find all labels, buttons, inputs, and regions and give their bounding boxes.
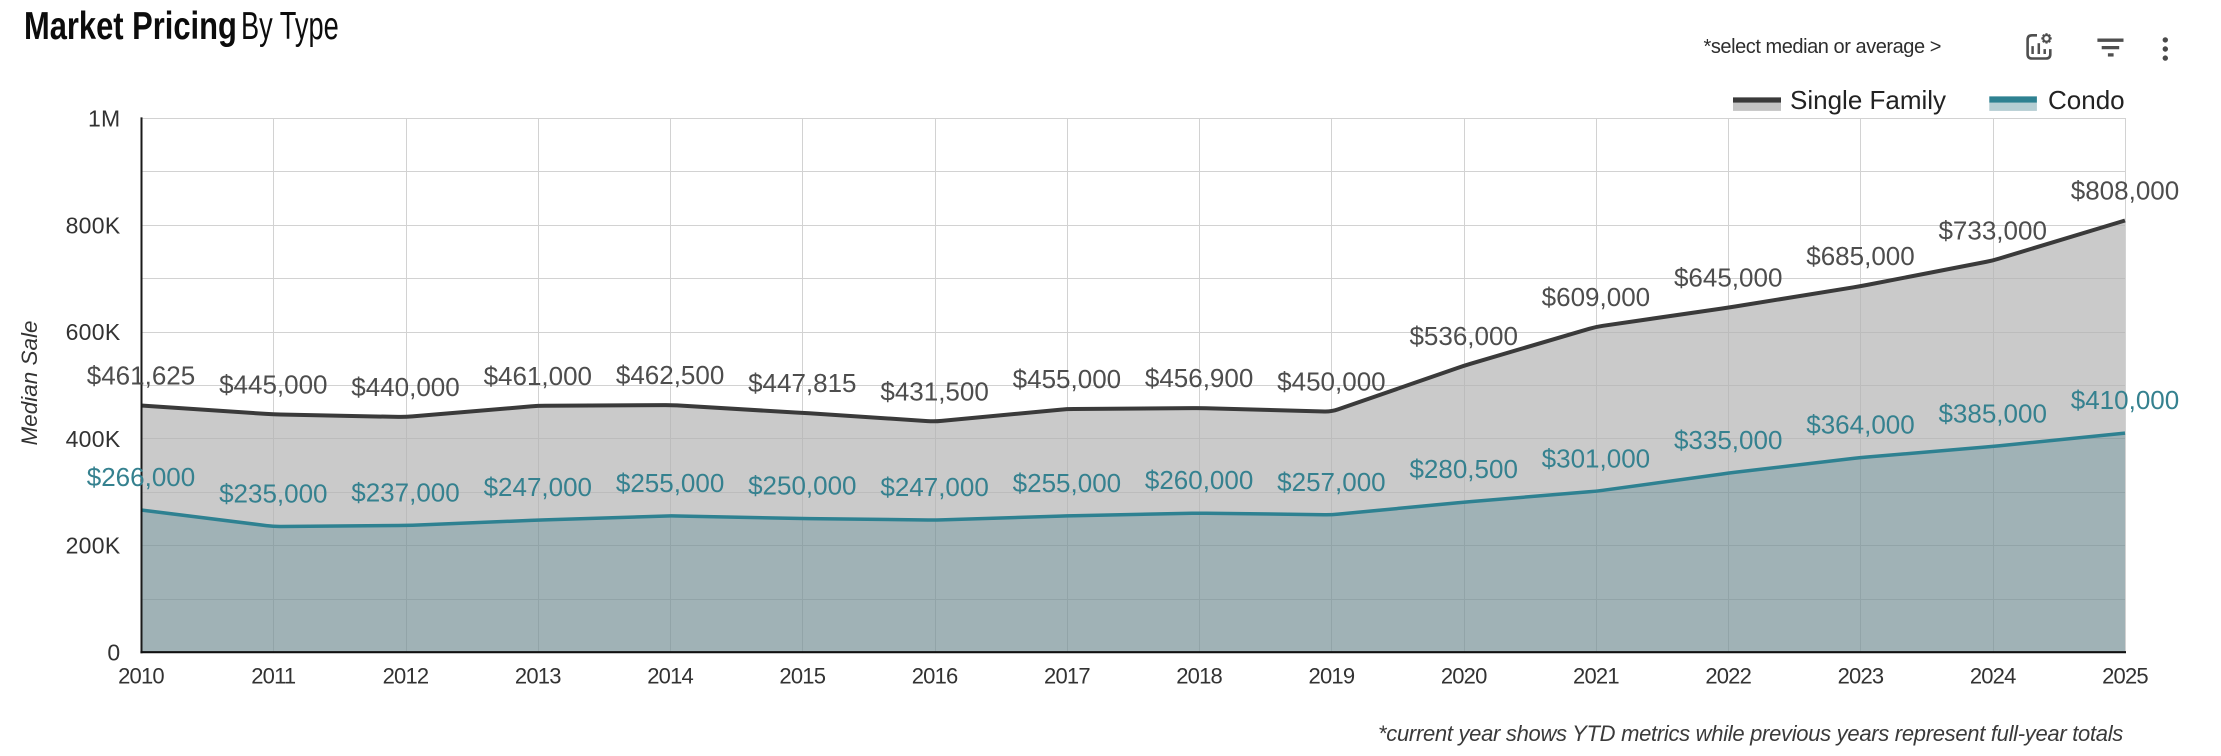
- svg-text:$431,500: $431,500: [880, 377, 988, 407]
- svg-text:$247,000: $247,000: [880, 472, 988, 502]
- svg-text:$456,900: $456,900: [1145, 363, 1253, 393]
- svg-text:$461,625: $461,625: [87, 361, 195, 391]
- svg-text:2017: 2017: [1044, 664, 1090, 689]
- svg-text:600K: 600K: [66, 319, 121, 345]
- svg-text:$450,000: $450,000: [1277, 367, 1385, 397]
- svg-text:2020: 2020: [1441, 664, 1487, 689]
- svg-text:$536,000: $536,000: [1409, 321, 1517, 351]
- svg-text:2011: 2011: [251, 664, 296, 689]
- svg-text:$280,500: $280,500: [1409, 454, 1517, 484]
- svg-text:$364,000: $364,000: [1806, 410, 1914, 440]
- svg-text:$447,815: $447,815: [748, 368, 856, 398]
- svg-text:$237,000: $237,000: [351, 477, 459, 507]
- svg-text:$255,000: $255,000: [616, 468, 724, 498]
- svg-text:$462,500: $462,500: [616, 360, 724, 390]
- svg-text:$445,000: $445,000: [219, 369, 327, 399]
- svg-text:$235,000: $235,000: [219, 479, 327, 509]
- svg-text:$645,000: $645,000: [1674, 263, 1782, 293]
- svg-text:$255,000: $255,000: [1013, 468, 1121, 498]
- svg-text:Median Sale: Median Sale: [17, 320, 42, 445]
- svg-text:$247,000: $247,000: [484, 472, 592, 502]
- svg-text:1M: 1M: [88, 106, 121, 132]
- svg-text:$808,000: $808,000: [2071, 176, 2179, 206]
- svg-text:$440,000: $440,000: [351, 372, 459, 402]
- svg-text:$461,000: $461,000: [484, 361, 592, 391]
- svg-text:$250,000: $250,000: [748, 471, 856, 501]
- svg-text:$455,000: $455,000: [1013, 364, 1121, 394]
- svg-text:200K: 200K: [66, 533, 121, 559]
- svg-text:0: 0: [107, 640, 120, 666]
- svg-text:2019: 2019: [1309, 664, 1355, 689]
- svg-text:$301,000: $301,000: [1542, 443, 1650, 473]
- svg-text:$260,000: $260,000: [1145, 465, 1253, 495]
- svg-text:2018: 2018: [1176, 664, 1222, 689]
- svg-text:$410,000: $410,000: [2071, 385, 2179, 415]
- svg-text:2013: 2013: [515, 664, 561, 689]
- svg-text:2023: 2023: [1838, 664, 1884, 689]
- svg-text:$257,000: $257,000: [1277, 467, 1385, 497]
- svg-text:2021: 2021: [1573, 664, 1619, 689]
- svg-text:$266,000: $266,000: [87, 462, 195, 492]
- svg-text:400K: 400K: [66, 426, 121, 452]
- svg-text:2010: 2010: [118, 664, 164, 689]
- svg-text:2014: 2014: [647, 664, 693, 689]
- svg-text:2024: 2024: [1970, 664, 2016, 689]
- svg-text:$685,000: $685,000: [1806, 241, 1914, 271]
- svg-text:$335,000: $335,000: [1674, 425, 1782, 455]
- svg-text:$733,000: $733,000: [1938, 216, 2046, 246]
- svg-text:800K: 800K: [66, 212, 121, 238]
- svg-text:2016: 2016: [912, 664, 958, 689]
- svg-text:2012: 2012: [383, 664, 429, 689]
- svg-text:2025: 2025: [2102, 664, 2148, 689]
- svg-text:$385,000: $385,000: [1938, 398, 2046, 428]
- svg-text:2015: 2015: [779, 664, 825, 689]
- svg-text:$609,000: $609,000: [1542, 282, 1650, 312]
- svg-text:2022: 2022: [1705, 664, 1751, 689]
